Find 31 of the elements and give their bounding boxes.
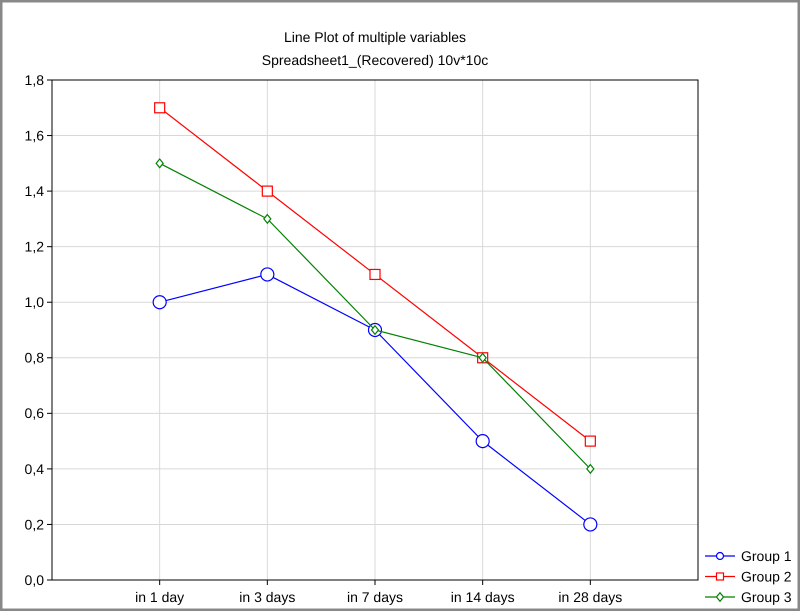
point — [369, 268, 381, 280]
point — [260, 267, 274, 282]
y-tick-label: 1,0 — [24, 294, 44, 310]
y-tick-label: 1,4 — [24, 183, 44, 200]
legend-label: Group 2 — [741, 568, 792, 584]
point — [152, 295, 167, 310]
point — [156, 158, 164, 168]
y-tick-label: 0,0 — [24, 572, 44, 588]
legend-label: Group 1 — [741, 548, 792, 564]
point — [154, 102, 166, 114]
y-tick-label: 0,4 — [24, 460, 44, 477]
y-tick-label: 0,8 — [24, 350, 44, 366]
y-tick-label: 1,8 — [24, 72, 44, 88]
point — [476, 434, 490, 448]
y-tick-label: 1,2 — [24, 238, 44, 255]
chart-title: Line Plot of multiple variables — [284, 29, 466, 45]
y-tick-label: 0,2 — [24, 516, 44, 532]
y-tick-label: 1,6 — [24, 127, 44, 144]
x-tick-label: in 28 days — [558, 589, 622, 605]
point — [262, 186, 273, 197]
x-tick-label: in 14 days — [450, 589, 515, 605]
point — [263, 214, 272, 224]
legend-label: Group 3 — [741, 588, 792, 605]
point — [586, 464, 594, 474]
x-tick-label: in 3 days — [239, 589, 296, 605]
chart-subtitle: Spreadsheet1_(Recovered) 10v*10c — [262, 52, 488, 68]
point — [583, 517, 598, 532]
x-tick-label: in 1 day — [135, 589, 184, 605]
x-tick-label: in 7 days — [346, 589, 404, 605]
point — [584, 436, 596, 447]
y-tick-label: 0,6 — [24, 405, 44, 422]
